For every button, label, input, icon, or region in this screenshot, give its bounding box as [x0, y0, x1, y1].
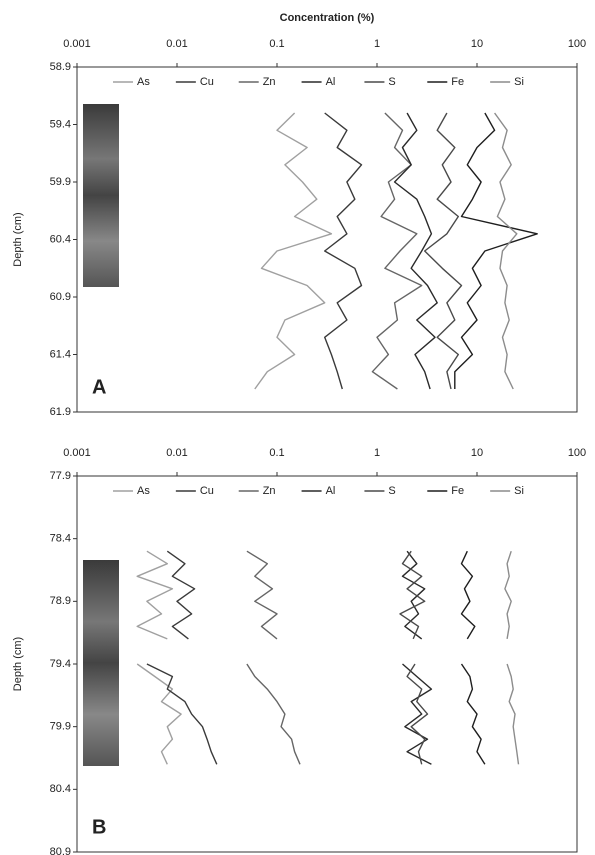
legend-label: Cu [200, 485, 214, 497]
legend-label: S [388, 485, 395, 497]
y-tick-label: 79.9 [50, 721, 71, 733]
x-tick-label: 1 [374, 447, 380, 459]
legend-label: As [137, 485, 150, 497]
series-line [454, 112, 538, 389]
legend-label: Al [326, 485, 336, 497]
x-tick-label: 10 [471, 447, 483, 459]
y-tick-label: 60.9 [50, 291, 71, 303]
legend-label: S [388, 76, 395, 88]
y-tick-label: 61.4 [50, 348, 71, 360]
y-axis-label: Depth (cm) [12, 212, 24, 266]
y-tick-label: 59.9 [50, 176, 71, 188]
core-image [83, 104, 119, 287]
legend-label: Al [326, 76, 336, 88]
legend-label: Cu [200, 76, 214, 88]
x-tick-label: 0.1 [269, 38, 284, 50]
x-tick-label: 0.1 [269, 447, 284, 459]
y-tick-label: 77.9 [50, 470, 71, 482]
legend-label: Fe [451, 76, 464, 88]
series-line [424, 112, 463, 390]
y-axis-label: Depth (cm) [12, 637, 24, 691]
y-tick-label: 61.9 [50, 406, 71, 418]
legend-label: As [137, 76, 150, 88]
x-tick-label: 0.001 [63, 38, 91, 50]
series-line [246, 550, 301, 765]
x-tick-label: 100 [568, 38, 586, 50]
series-line [324, 112, 363, 390]
y-tick-label: 80.4 [50, 783, 71, 795]
chart-title: Concentration (%) [280, 12, 375, 24]
y-tick-label: 80.9 [50, 846, 71, 855]
series-line [401, 550, 433, 765]
series-line [399, 550, 429, 765]
y-tick-label: 59.4 [50, 118, 71, 130]
series-line [146, 550, 218, 765]
y-tick-label: 60.4 [50, 233, 71, 245]
series-line [136, 550, 182, 765]
x-tick-label: 0.01 [166, 447, 187, 459]
legend-label: Si [514, 485, 524, 497]
x-tick-label: 100 [568, 447, 586, 459]
series-line [393, 112, 438, 390]
legend-label: Zn [263, 485, 276, 497]
series-line [494, 112, 518, 390]
plot-frame [76, 475, 578, 853]
y-tick-label: 79.4 [50, 658, 71, 670]
panel-label: B [92, 816, 106, 838]
y-tick-label: 58.9 [50, 61, 71, 73]
series-line [371, 112, 423, 390]
x-tick-label: 1 [374, 38, 380, 50]
x-tick-label: 0.001 [63, 447, 91, 459]
panel-label: A [92, 376, 106, 398]
series-line [460, 550, 486, 765]
plot-frame [76, 66, 578, 413]
core-image [83, 560, 119, 766]
y-tick-label: 78.4 [50, 533, 71, 545]
series-line [504, 550, 520, 765]
legend-label: Zn [263, 76, 276, 88]
x-tick-label: 10 [471, 38, 483, 50]
legend-label: Si [514, 76, 524, 88]
x-tick-label: 0.01 [166, 38, 187, 50]
series-line [254, 112, 333, 390]
legend-label: Fe [451, 485, 464, 497]
y-tick-label: 78.9 [50, 595, 71, 607]
